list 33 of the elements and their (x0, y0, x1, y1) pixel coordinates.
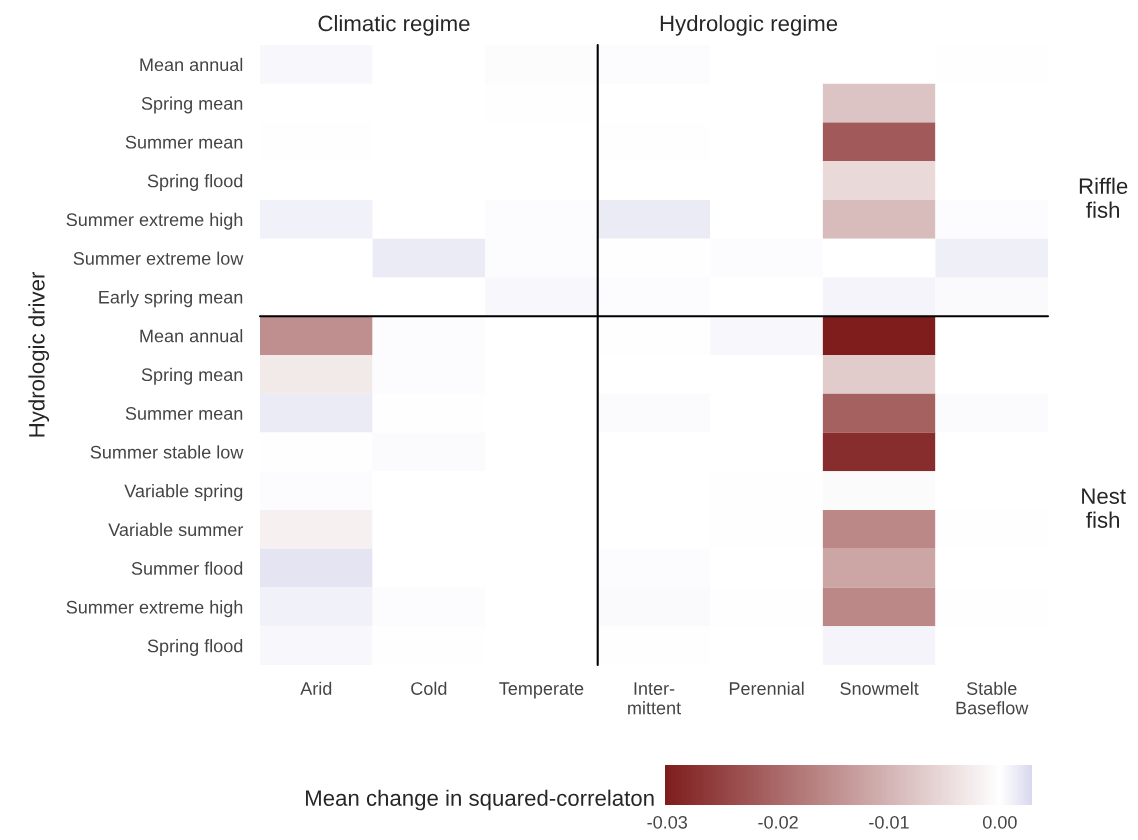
y-tick-label: Variable spring (124, 484, 243, 501)
y-tick-label: Summer extreme low (73, 251, 244, 265)
color-bar-label: -0.03 (647, 815, 687, 829)
y-tick-label: Summer stable low (90, 445, 244, 459)
color-bar-label: -0.01 (869, 815, 909, 829)
y-tick-label: Variable summer (108, 522, 244, 537)
y-tick-label: Spring mean (141, 367, 243, 385)
color-bar-label: -0.02 (758, 815, 798, 829)
y-tick-label: Mean annual (140, 57, 243, 72)
color-bar-title: Mean change in squared-correlaton (306, 789, 654, 811)
text: Climatic regime (318, 14, 470, 36)
x-tick-label: Stable Baseflow (956, 681, 1029, 715)
y-tick-label: Summer flood (131, 561, 243, 575)
y-tick-label: Summer mean (125, 407, 243, 420)
text: Nest fish (1082, 488, 1126, 528)
x-tick-label: Perennial (729, 681, 804, 695)
y-axis-title: Hydrologic driver (28, 272, 50, 437)
y-tick-label: Summer extreme high (66, 600, 243, 618)
x-tick-label: Temperate (499, 682, 584, 699)
text: Hydrologic regime (660, 14, 838, 36)
y-tick-label: Summer extreme high (66, 212, 243, 230)
x-tick-label: Arid (300, 681, 332, 695)
text: Riffle fish (1079, 177, 1128, 218)
y-tick-label: Early spring mean (99, 290, 243, 308)
y-tick-label: Spring flood (147, 639, 243, 656)
y-tick-label: Spring mean (141, 96, 243, 114)
y-tick-label: Summer mean (125, 135, 243, 149)
y-tick-label: Mean annual (140, 329, 243, 343)
y-tick-label: Spring flood (147, 174, 243, 191)
x-tick-label: Snowmelt (840, 681, 919, 695)
color-bar-label: 0.00 (982, 815, 1017, 829)
x-tick-label: Cold (411, 681, 447, 695)
x-tick-label: Inter- mittent (628, 682, 681, 715)
